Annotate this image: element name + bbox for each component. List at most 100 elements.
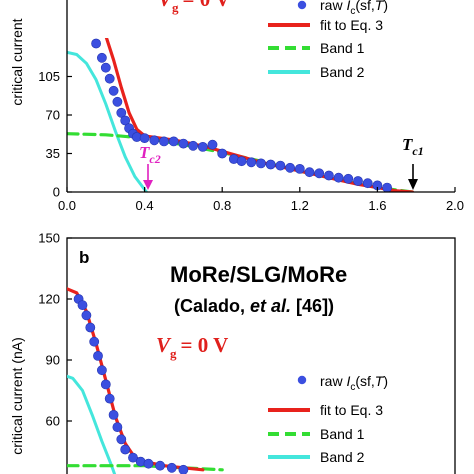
panel-b-plot-area bbox=[67, 287, 224, 474]
tc2-label: Tc2 bbox=[139, 143, 161, 166]
data-point bbox=[236, 156, 247, 167]
data-point bbox=[143, 458, 154, 469]
b-plot-series bbox=[67, 287, 224, 474]
data-point bbox=[116, 107, 127, 118]
legend-band1-label: Band 1 bbox=[320, 426, 365, 442]
x-tick-label: 1.6 bbox=[368, 198, 386, 213]
x-tick-label: 1.2 bbox=[291, 198, 309, 213]
panel-b-title: MoRe/SLG/MoRe bbox=[170, 262, 347, 287]
legend-band1-label: Band 1 bbox=[320, 40, 365, 56]
panel-a-plot-area bbox=[67, 38, 414, 192]
data-point bbox=[188, 140, 198, 151]
data-point bbox=[104, 73, 115, 84]
panel-a-y-axis-label: critical current bbox=[9, 18, 25, 105]
data-point bbox=[139, 133, 150, 143]
data-point bbox=[294, 163, 305, 174]
legend-fit-label: fit to Eq. 3 bbox=[320, 402, 383, 418]
panel-b: 60 90 120 150 b MoRe/SLG/MoRe (Calado, et a… bbox=[9, 231, 456, 474]
data-point bbox=[304, 167, 315, 178]
y-tick-label: 120 bbox=[38, 292, 60, 307]
y-tick-label: 150 bbox=[38, 231, 60, 246]
panel-b-reference: (Calado, et al. [46]) bbox=[174, 296, 334, 316]
y-tick-label: 0 bbox=[53, 185, 60, 200]
data-point bbox=[120, 115, 131, 126]
y-tick-label: 70 bbox=[46, 108, 60, 123]
data-point bbox=[108, 409, 119, 420]
data-point bbox=[382, 182, 392, 192]
data-point bbox=[168, 136, 179, 147]
data-point bbox=[256, 158, 266, 169]
panel-b-ticks: 60 90 120 150 bbox=[38, 231, 72, 429]
legend-fit-label: fit to Eq. 3 bbox=[320, 17, 383, 33]
y-tick-label: 35 bbox=[46, 146, 60, 161]
data-point bbox=[93, 350, 103, 361]
data-point bbox=[178, 464, 189, 474]
data-point bbox=[343, 173, 354, 184]
data-point bbox=[207, 139, 218, 150]
data-point bbox=[166, 462, 177, 473]
y-tick-label: 105 bbox=[38, 69, 60, 84]
legend-raw-marker bbox=[297, 0, 307, 10]
data-point bbox=[353, 176, 363, 186]
panel-a: 0.0 0.4 0.8 1.2 1.6 2.0 0 35 70 105 critical curr… bbox=[9, 0, 464, 213]
panel-a-ticks: 0.0 0.4 0.8 1.2 1.6 2.0 0 35 70 105 bbox=[38, 69, 464, 213]
legend-raw-label: raw Ic(sf,T) bbox=[320, 373, 388, 393]
data-point bbox=[197, 141, 208, 152]
data-point bbox=[97, 52, 107, 63]
band2-line bbox=[67, 50, 148, 192]
panel-a-tc1-marker: Tc1 bbox=[402, 135, 424, 190]
panel-b-frame bbox=[66, 237, 456, 474]
tc2-arrow-head bbox=[143, 180, 153, 190]
panel-a-vg-annotation: Vg= 0 V bbox=[158, 0, 230, 15]
data-point bbox=[362, 178, 373, 189]
legend-raw-label: raw Ic(sf,T) bbox=[320, 0, 388, 17]
data-point bbox=[217, 148, 228, 159]
panel-a-legend: raw Ic(sf,T) fit to Eq. 3 Band 1 Band 2 bbox=[268, 0, 388, 80]
data-point bbox=[112, 96, 123, 107]
data-point bbox=[246, 157, 257, 168]
x-tick-label: 0.4 bbox=[136, 198, 154, 213]
data-point bbox=[159, 136, 169, 147]
a-plot-series bbox=[67, 38, 414, 192]
panel-b-y-axis-label: critical current (nA) bbox=[9, 337, 25, 454]
data-point bbox=[100, 62, 111, 73]
panel-a-tc2-marker: Tc2 bbox=[139, 143, 161, 190]
legend-band2-label: Band 2 bbox=[320, 64, 365, 80]
data-point bbox=[265, 159, 276, 170]
tc1-arrow-head bbox=[408, 179, 418, 190]
x-tick-label: 0.0 bbox=[58, 198, 76, 213]
data-point bbox=[104, 393, 115, 404]
data-point bbox=[100, 379, 111, 390]
data-point bbox=[77, 300, 88, 310]
legend-raw-marker bbox=[297, 375, 307, 385]
data-point bbox=[120, 444, 131, 455]
data-point bbox=[81, 310, 92, 321]
panel-b-vg-annotation: Vg = 0 V bbox=[156, 333, 228, 361]
panel-b-letter: b bbox=[79, 248, 89, 267]
panel-b-legend: raw Ic(sf,T) fit to Eq. 3 Band 1 Band 2 bbox=[268, 373, 388, 465]
data-point bbox=[108, 85, 119, 96]
data-point bbox=[323, 170, 334, 181]
data-point bbox=[275, 160, 286, 171]
y-tick-label: 90 bbox=[46, 353, 60, 368]
data-point bbox=[285, 162, 295, 173]
legend-band2-label: Band 2 bbox=[320, 449, 365, 465]
data-point bbox=[155, 460, 165, 471]
data-point bbox=[178, 138, 189, 149]
data-point bbox=[89, 336, 100, 347]
x-tick-label: 0.8 bbox=[213, 198, 231, 213]
data-point bbox=[116, 434, 127, 445]
data-point bbox=[314, 168, 325, 179]
data-point bbox=[149, 135, 160, 146]
data-point bbox=[128, 452, 138, 463]
data-point bbox=[85, 322, 96, 333]
tc1-label: Tc1 bbox=[402, 135, 424, 158]
data-point bbox=[333, 172, 344, 183]
data-point bbox=[112, 422, 123, 432]
y-tick-label: 60 bbox=[46, 414, 60, 429]
data-point bbox=[97, 365, 107, 376]
x-tick-label: 2.0 bbox=[446, 198, 464, 213]
data-point bbox=[91, 38, 101, 49]
